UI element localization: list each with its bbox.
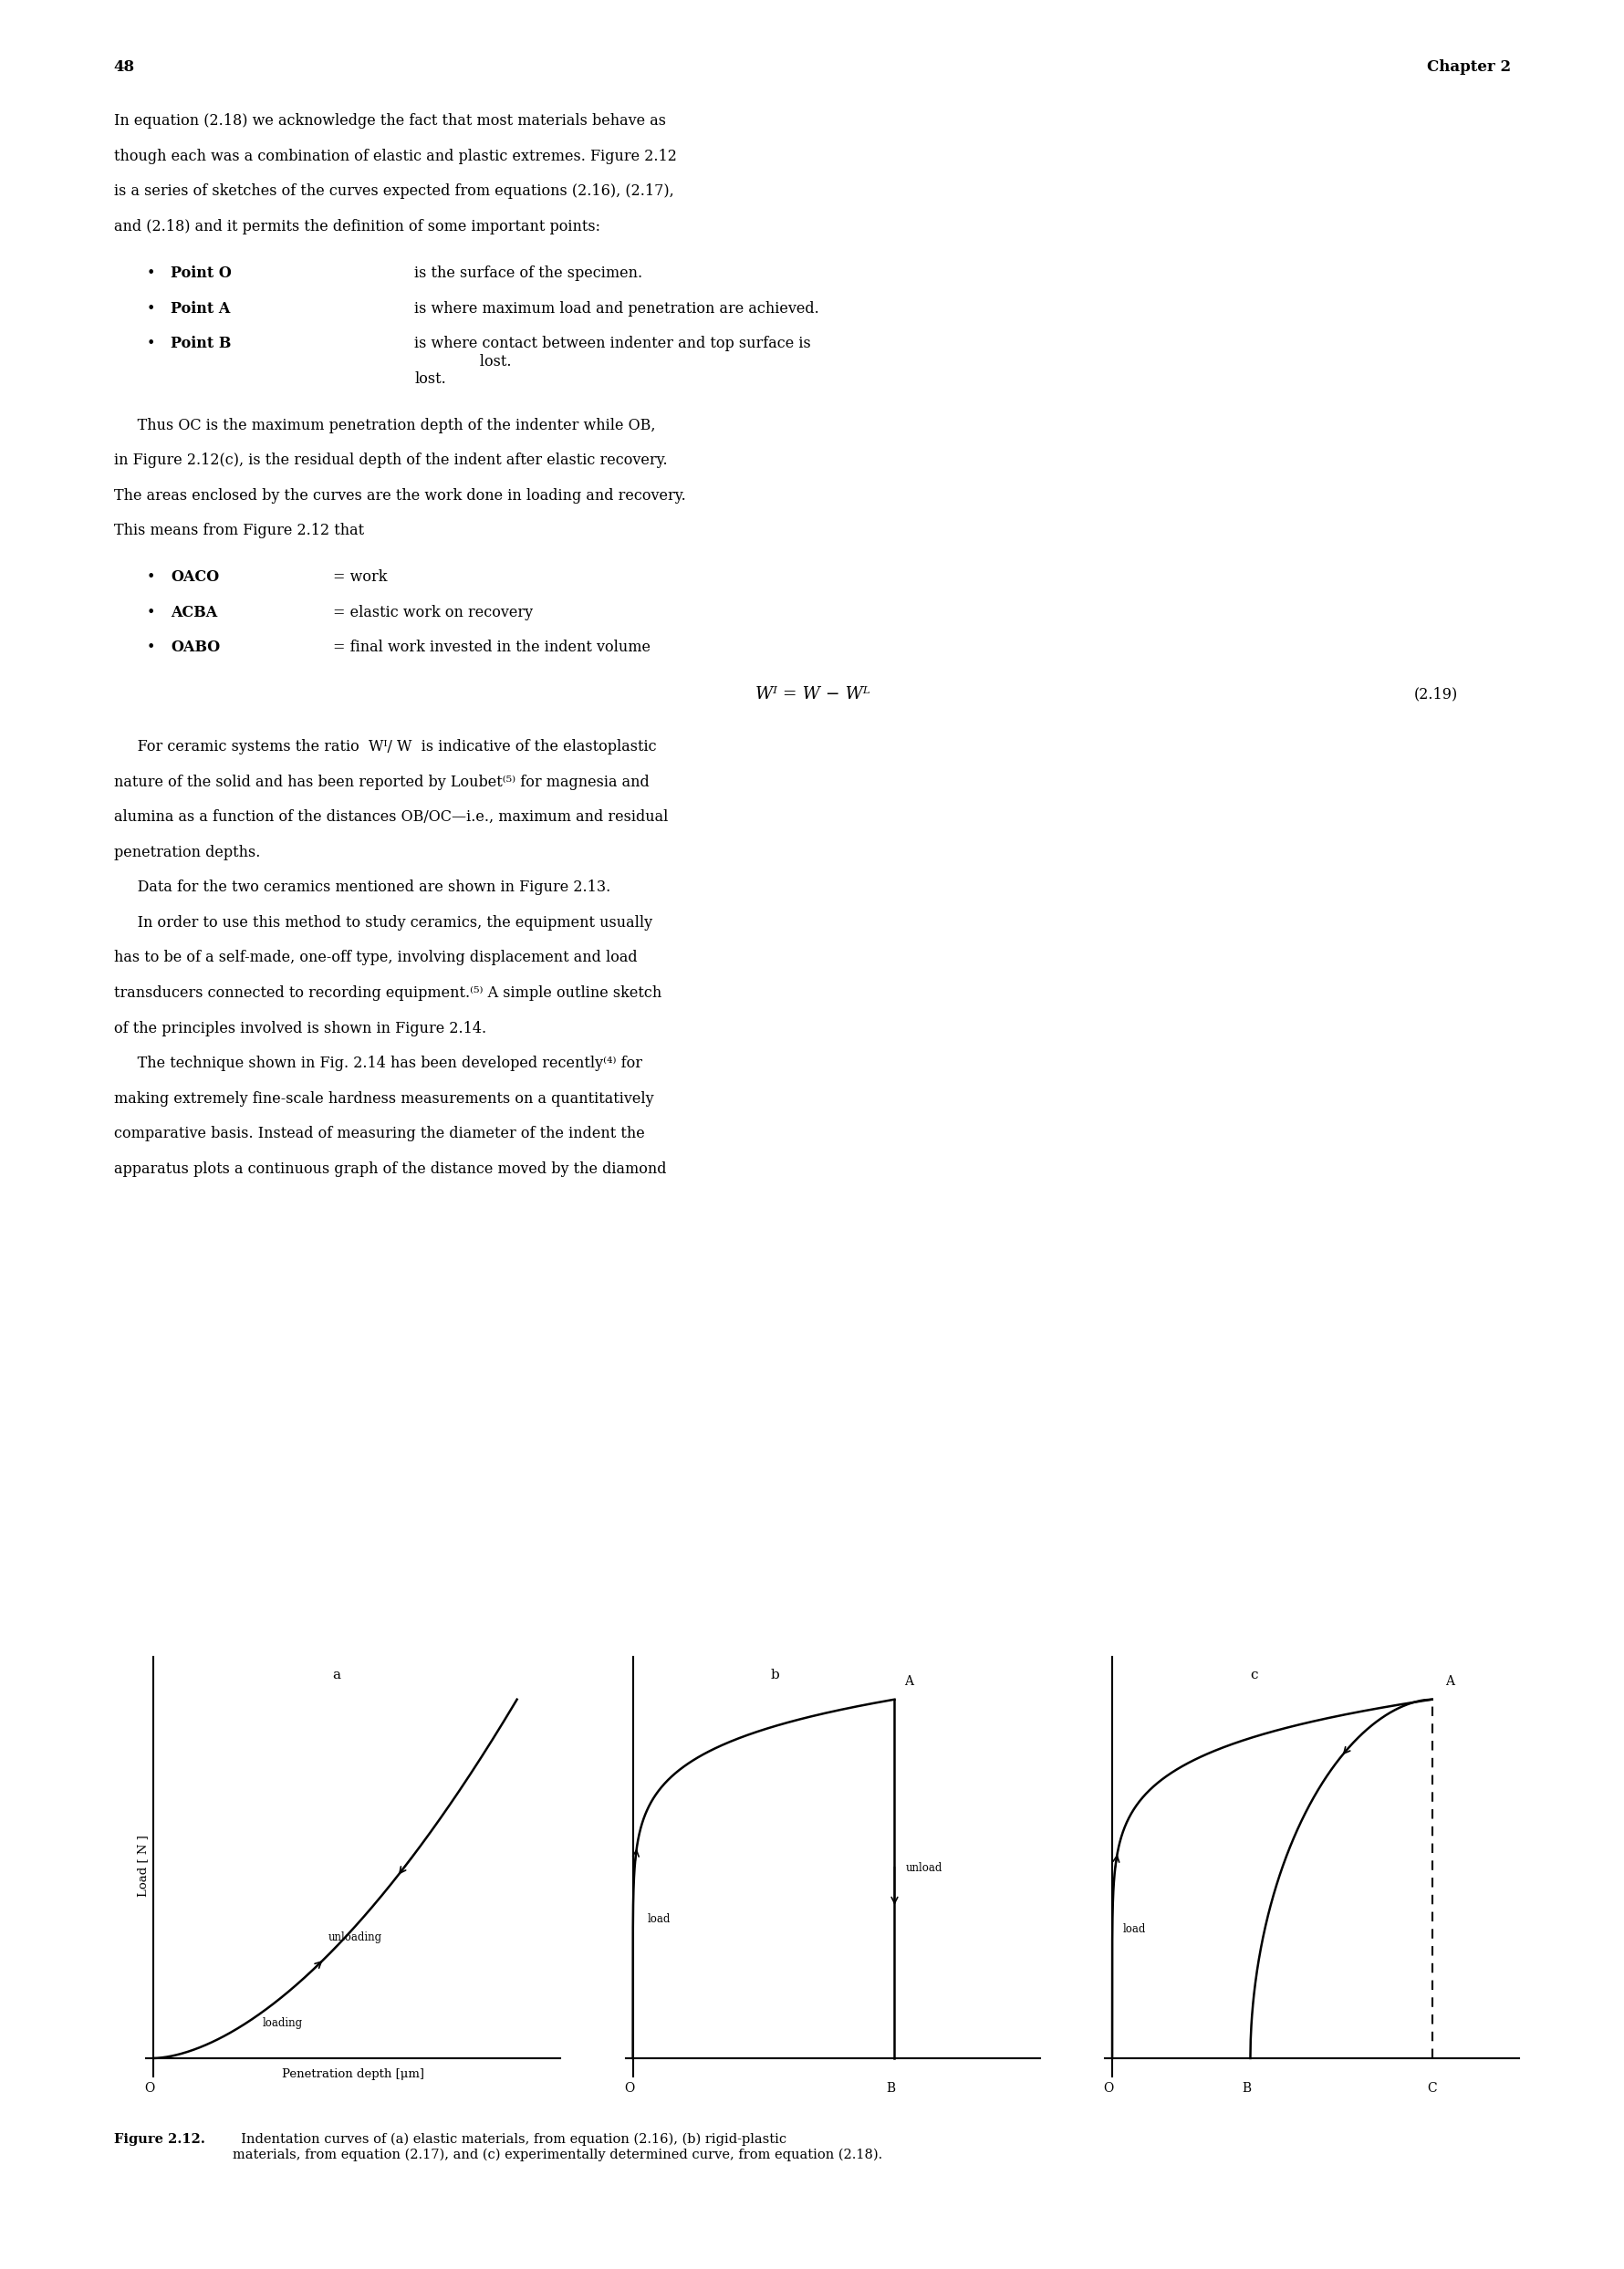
Text: Figure 2.12.: Figure 2.12.	[114, 2133, 205, 2146]
Text: b: b	[770, 1670, 780, 1681]
Text: O: O	[1103, 2081, 1112, 2094]
Text: In equation (2.18) we acknowledge the fact that most materials behave as: In equation (2.18) we acknowledge the fa…	[114, 113, 666, 129]
Text: comparative basis. Instead of measuring the diameter of the indent the: comparative basis. Instead of measuring …	[114, 1125, 645, 1141]
Text: load: load	[646, 1913, 671, 1924]
Text: •: •	[146, 640, 154, 656]
Text: This means from Figure 2.12 that: This means from Figure 2.12 that	[114, 522, 364, 538]
Text: Chapter 2: Chapter 2	[1426, 59, 1510, 75]
Text: is where maximum load and penetration are achieved.: is where maximum load and penetration ar…	[414, 300, 818, 315]
Text: •: •	[146, 570, 154, 585]
Text: Wᴵ = W − Wᴸ: Wᴵ = W − Wᴸ	[755, 685, 869, 703]
Text: OABO: OABO	[171, 640, 219, 656]
Text: = final work invested in the indent volume: = final work invested in the indent volu…	[333, 640, 654, 656]
Text: Point B: Point B	[171, 336, 231, 352]
Text: is where contact between indenter and top surface is
              lost.: is where contact between indenter and to…	[414, 336, 810, 370]
Text: lost.: lost.	[414, 370, 447, 386]
Text: Point A: Point A	[171, 300, 231, 315]
Text: B: B	[1241, 2081, 1250, 2094]
Text: and (2.18) and it permits the definition of some important points:: and (2.18) and it permits the definition…	[114, 220, 599, 234]
Text: loading: loading	[263, 2017, 302, 2028]
Text: has to be of a self-made, one-off type, involving displacement and load: has to be of a self-made, one-off type, …	[114, 951, 637, 967]
Text: C: C	[1426, 2081, 1436, 2094]
Text: alumina as a function of the distances OB/OC—i.e., maximum and residual: alumina as a function of the distances O…	[114, 810, 667, 826]
Text: making extremely fine-scale hardness measurements on a quantitatively: making extremely fine-scale hardness mea…	[114, 1091, 653, 1107]
Text: is a series of sketches of the curves expected from equations (2.16), (2.17),: is a series of sketches of the curves ex…	[114, 184, 674, 200]
Text: Indentation curves of (a) elastic materials, from equation (2.16), (b) rigid-pla: Indentation curves of (a) elastic materi…	[232, 2133, 882, 2160]
Text: unload: unload	[905, 1863, 942, 1874]
Text: 48: 48	[114, 59, 135, 75]
Text: OACO: OACO	[171, 570, 219, 585]
Text: transducers connected to recording equipment.⁽⁵⁾ A simple outline sketch: transducers connected to recording equip…	[114, 985, 661, 1001]
Text: The areas enclosed by the curves are the work done in loading and recovery.: The areas enclosed by the curves are the…	[114, 488, 685, 504]
Text: •: •	[146, 336, 154, 352]
Text: apparatus plots a continuous graph of the distance moved by the diamond: apparatus plots a continuous graph of th…	[114, 1162, 666, 1178]
Text: of the principles involved is shown in Figure 2.14.: of the principles involved is shown in F…	[114, 1021, 486, 1037]
Text: O: O	[624, 2081, 633, 2094]
Text: A: A	[905, 1675, 913, 1688]
Text: = elastic work on recovery: = elastic work on recovery	[333, 604, 538, 619]
Text: is the surface of the specimen.: is the surface of the specimen.	[414, 265, 641, 281]
Text: c: c	[1249, 1670, 1257, 1681]
Text: Thus OC is the maximum penetration depth of the indenter while OB,: Thus OC is the maximum penetration depth…	[114, 417, 654, 433]
Text: For ceramic systems the ratio  Wᴵ/ W  is indicative of the elastoplastic: For ceramic systems the ratio Wᴵ/ W is i…	[114, 740, 656, 756]
Text: penetration depths.: penetration depths.	[114, 844, 260, 860]
Text: In order to use this method to study ceramics, the equipment usually: In order to use this method to study cer…	[114, 914, 651, 930]
Text: in Figure 2.12(c), is the residual depth of the indent after elastic recovery.: in Figure 2.12(c), is the residual depth…	[114, 452, 667, 467]
X-axis label: Penetration depth [μm]: Penetration depth [μm]	[283, 2069, 424, 2081]
Text: •: •	[146, 265, 154, 281]
Text: •: •	[146, 300, 154, 315]
Text: ACBA: ACBA	[171, 604, 218, 619]
Text: though each was a combination of elastic and plastic extremes. Figure 2.12: though each was a combination of elastic…	[114, 147, 676, 163]
Text: a: a	[333, 1670, 341, 1681]
Text: A: A	[1445, 1675, 1453, 1688]
Y-axis label: Load [ N ]: Load [ N ]	[136, 1836, 148, 1897]
Text: (2.19): (2.19)	[1413, 685, 1457, 701]
Text: The technique shown in Fig. 2.14 has been developed recently⁽⁴⁾ for: The technique shown in Fig. 2.14 has bee…	[114, 1055, 641, 1071]
Text: Data for the two ceramics mentioned are shown in Figure 2.13.: Data for the two ceramics mentioned are …	[114, 880, 611, 896]
Text: O: O	[145, 2081, 154, 2094]
Text: unloading: unloading	[328, 1931, 382, 1945]
Text: •: •	[146, 604, 154, 619]
Text: = work: = work	[333, 570, 391, 585]
Text: load: load	[1122, 1924, 1145, 1935]
Text: nature of the solid and has been reported by Loubet⁽⁵⁾ for magnesia and: nature of the solid and has been reporte…	[114, 774, 648, 790]
Text: B: B	[885, 2081, 895, 2094]
Text: Point O: Point O	[171, 265, 232, 281]
